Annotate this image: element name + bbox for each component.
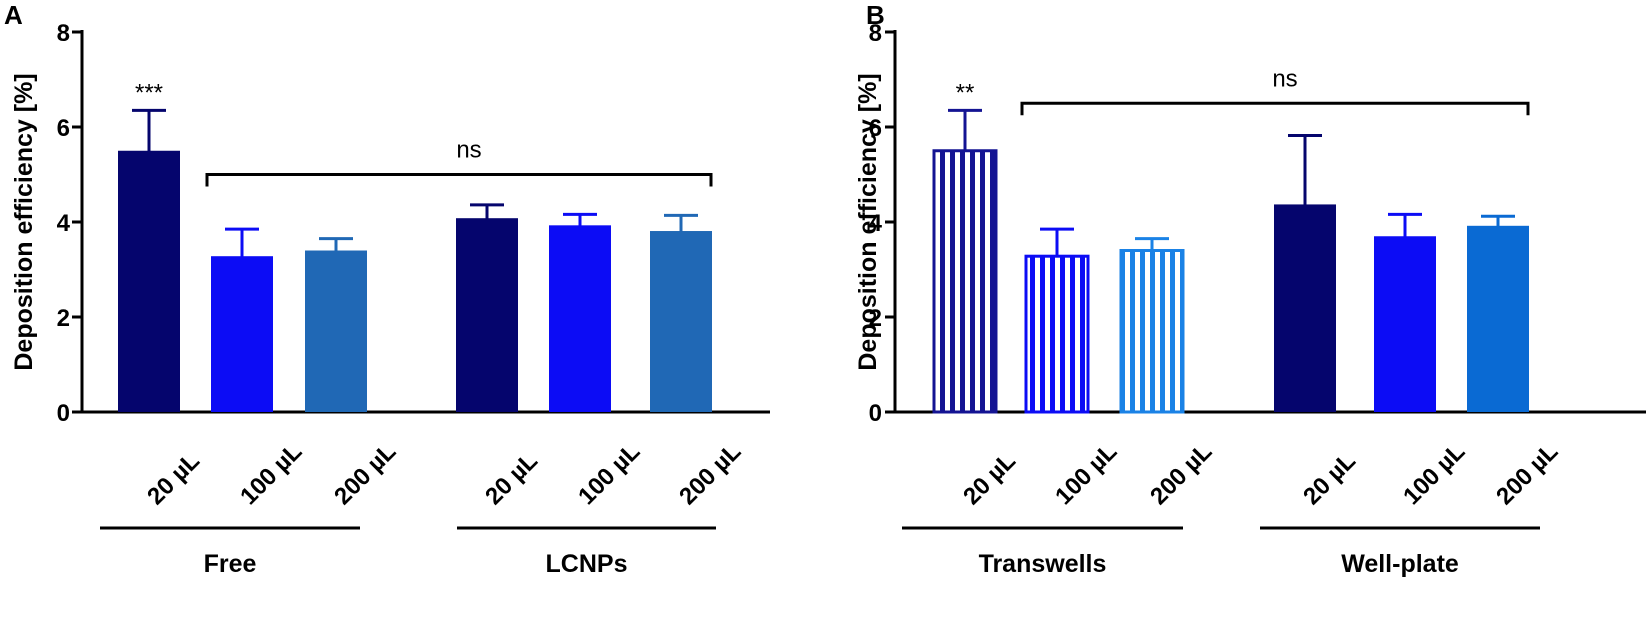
ns-bracket-a xyxy=(205,173,713,187)
panel-letter-a: A xyxy=(4,0,23,30)
y-axis-label-b: Deposition efficiency [%] xyxy=(854,73,882,370)
bar-a xyxy=(305,250,367,412)
category-label-b: 20 µL xyxy=(958,447,1021,510)
y-tick-label-a: 8 xyxy=(57,20,70,47)
bar-b xyxy=(1024,254,1090,414)
group-label-b: Well-plate xyxy=(1341,550,1459,578)
y-tick-label-b: 2 xyxy=(869,305,882,332)
panel-letter-b: B xyxy=(866,0,885,30)
y-tick-label-b: 8 xyxy=(869,20,882,47)
group-label-a: Free xyxy=(204,550,257,578)
group-label-b: Transwells xyxy=(979,550,1107,578)
y-tick-label-b: 4 xyxy=(869,210,883,237)
category-label-a: 20 µL xyxy=(142,447,205,510)
y-tick-label-b: 0 xyxy=(869,400,882,427)
ns-bracket-b xyxy=(1020,101,1530,116)
y-tick-label-a: 6 xyxy=(57,115,70,142)
y-axis-label-a: Deposition efficiency [%] xyxy=(10,73,38,370)
category-label-a: 100 µL xyxy=(573,438,645,510)
category-label-a: 100 µL xyxy=(235,438,307,510)
category-label-a: 200 µL xyxy=(329,438,401,510)
bar-a xyxy=(456,218,518,412)
bar-b xyxy=(932,149,998,414)
category-label-b: 100 µL xyxy=(1050,438,1122,510)
y-tick-label-b: 6 xyxy=(869,115,882,142)
bar-a xyxy=(118,150,180,412)
group-label-a: LCNPs xyxy=(546,550,628,578)
ns-label-a: ns xyxy=(456,137,481,164)
y-tick-label-a: 4 xyxy=(57,210,71,237)
bar-b xyxy=(1467,225,1529,412)
category-label-a: 20 µL xyxy=(480,447,543,510)
category-label-b: 200 µL xyxy=(1145,438,1217,510)
panel-a: A Deposition efficiency [%] 0 2 4 6 8 20 µL 10… xyxy=(4,0,770,578)
significance-label-b: ** xyxy=(956,79,975,106)
y-tick-label-a: 0 xyxy=(57,400,70,427)
y-tick-label-a: 2 xyxy=(57,305,70,332)
ns-label-b: ns xyxy=(1272,65,1297,92)
panel-b: B Deposition efficiency [%] 0 2 4 6 8 20 µL 10… xyxy=(854,0,1646,578)
bar-a xyxy=(211,256,273,412)
category-label-a: 200 µL xyxy=(674,438,746,510)
bar-a xyxy=(650,231,712,412)
category-label-b: 200 µL xyxy=(1491,438,1563,510)
bar-b xyxy=(1374,236,1436,412)
category-label-b: 100 µL xyxy=(1398,438,1470,510)
significance-label-a: *** xyxy=(135,79,163,106)
bar-a xyxy=(549,225,611,412)
bar-b xyxy=(1119,249,1185,414)
bar-b xyxy=(1274,204,1336,412)
category-label-b: 20 µL xyxy=(1298,447,1361,510)
